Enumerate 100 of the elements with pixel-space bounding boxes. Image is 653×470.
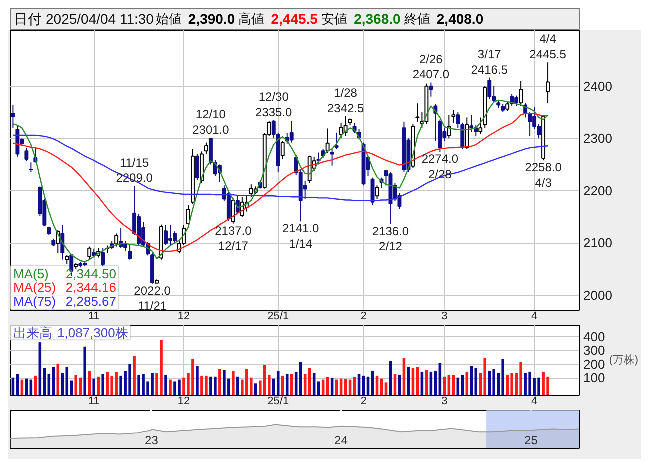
candlestick bbox=[528, 112, 532, 138]
x-tick-label: 12 bbox=[178, 396, 190, 408]
bar bbox=[218, 369, 222, 396]
y-tick-label: 2400 bbox=[584, 78, 612, 94]
bar bbox=[466, 372, 469, 396]
x-tick-label: 4 bbox=[531, 310, 538, 322]
bar bbox=[133, 356, 136, 396]
bar bbox=[312, 373, 316, 396]
bar bbox=[97, 376, 100, 396]
bar bbox=[358, 374, 361, 396]
x-tick-label: 25/1 bbox=[268, 310, 290, 322]
bar bbox=[402, 358, 406, 396]
bar bbox=[16, 374, 20, 396]
candlestick bbox=[375, 185, 380, 200]
bar bbox=[196, 366, 199, 396]
y-tick-label: 2300 bbox=[584, 131, 612, 146]
bar bbox=[308, 368, 312, 396]
bar bbox=[425, 370, 428, 396]
candlestick bbox=[290, 120, 294, 144]
annotation: 4/4 2445.5 bbox=[530, 32, 567, 62]
x-tick-label: 2 bbox=[360, 310, 367, 322]
annotation: 1/28 2342.5 bbox=[327, 86, 364, 116]
bar bbox=[461, 374, 464, 396]
x-tick-label: 25/1 bbox=[268, 396, 290, 408]
candlestick bbox=[128, 244, 132, 260]
annotation: 2258.0 4/3 bbox=[525, 160, 562, 190]
annotation: 2022.0 11/21 bbox=[134, 284, 172, 314]
bar bbox=[236, 376, 240, 396]
candlestick bbox=[195, 154, 200, 181]
candlestick bbox=[114, 233, 119, 248]
x-tick-label: 25 bbox=[524, 434, 538, 448]
bar bbox=[92, 378, 96, 396]
bar bbox=[470, 366, 474, 396]
candlestick bbox=[88, 246, 92, 260]
bar bbox=[43, 368, 46, 396]
candlestick bbox=[186, 205, 190, 226]
bar bbox=[254, 384, 258, 396]
y-axis-title: (万株) bbox=[609, 354, 639, 366]
bar bbox=[88, 370, 91, 396]
candlestick bbox=[321, 148, 326, 159]
candlestick bbox=[447, 114, 452, 140]
candlestick bbox=[478, 117, 483, 135]
annotation: 2,344.16 bbox=[66, 280, 117, 296]
annotation: 2141.0 1/14 bbox=[282, 222, 320, 252]
y-tick-label: 300 bbox=[584, 343, 606, 358]
candlestick bbox=[334, 132, 339, 150]
candlestick bbox=[488, 77, 492, 100]
text: 安値 2,368.0 bbox=[322, 11, 401, 27]
annotation: 2/26 2407.0 bbox=[412, 52, 450, 82]
bar bbox=[452, 374, 456, 396]
bar bbox=[326, 377, 330, 396]
series-label: MA(5) bbox=[14, 266, 49, 282]
candlestick bbox=[456, 112, 460, 129]
x-tick-label: 2 bbox=[360, 396, 367, 408]
bar bbox=[416, 367, 420, 396]
bar bbox=[330, 378, 334, 396]
candlestick bbox=[460, 122, 465, 150]
bar bbox=[344, 379, 348, 396]
text: 始値 2,390.0 bbox=[156, 11, 236, 27]
bar bbox=[353, 377, 356, 396]
bar bbox=[448, 374, 451, 396]
candlestick bbox=[11, 104, 16, 129]
candlestick bbox=[330, 149, 334, 166]
candlestick bbox=[204, 142, 208, 155]
annotation: 2137.0 12/17 bbox=[215, 224, 252, 254]
y-tick-label: 2100 bbox=[584, 236, 612, 251]
bar bbox=[384, 382, 388, 396]
candlestick bbox=[429, 82, 434, 98]
bar bbox=[281, 376, 284, 396]
annotation: 12/30 2335.0 bbox=[256, 90, 293, 120]
series-label: 出来高 bbox=[14, 325, 52, 340]
x-tick-label: 23 bbox=[145, 434, 159, 448]
x-tick-label: 11 bbox=[88, 396, 100, 408]
bar bbox=[286, 374, 289, 396]
y-tick-label: 100 bbox=[584, 370, 606, 386]
bar bbox=[232, 370, 235, 396]
candlestick bbox=[452, 110, 456, 124]
candlestick bbox=[416, 103, 420, 122]
bar bbox=[84, 346, 86, 396]
y-tick-label: 2200 bbox=[584, 183, 612, 198]
annotation: 1,087,300株 bbox=[58, 325, 128, 340]
bar bbox=[164, 374, 168, 396]
candlestick bbox=[506, 102, 510, 112]
x-tick-label: 24 bbox=[334, 434, 348, 448]
bar bbox=[74, 374, 78, 396]
annotation: 2136.0 2/12 bbox=[372, 224, 410, 254]
candlestick bbox=[470, 114, 474, 133]
bar bbox=[394, 374, 397, 396]
bar bbox=[169, 380, 172, 396]
candlestick bbox=[280, 140, 285, 160]
candlestick bbox=[29, 162, 34, 173]
x-tick-label: 3 bbox=[442, 396, 448, 408]
text: MA(75) bbox=[14, 294, 56, 310]
y-tick-label: 400 bbox=[584, 329, 606, 344]
bar bbox=[102, 374, 104, 396]
y-tick-label: 200 bbox=[584, 356, 606, 372]
bar bbox=[488, 370, 492, 396]
annotation: 3/17 2416.5 bbox=[471, 47, 508, 77]
bar bbox=[48, 374, 51, 396]
x-tick-label: 12 bbox=[178, 310, 190, 322]
